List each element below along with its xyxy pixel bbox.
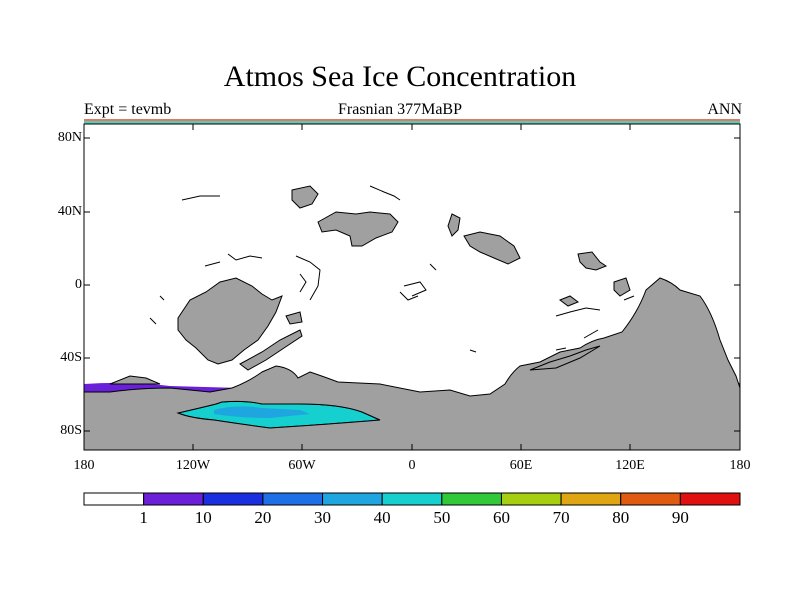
lon-label-180w: 180 xyxy=(73,458,95,473)
colorbar-label-90: 90 xyxy=(671,508,689,527)
lat-label-0: 0 xyxy=(75,277,82,292)
lat-label-40s: 40S xyxy=(60,350,82,365)
colorbar-label-40: 40 xyxy=(373,508,391,527)
top-strip-cyan xyxy=(84,121,740,124)
season-label: ANN xyxy=(707,101,742,118)
lon-label-60e: 60E xyxy=(509,458,533,473)
colorbar-swatch-2 xyxy=(202,492,264,506)
colorbar-label-10: 10 xyxy=(194,508,212,527)
map-title: Atmos Sea Ice Concentration xyxy=(223,60,577,93)
lon-ticks xyxy=(83,124,741,450)
experiment-label: Expt = tevmb xyxy=(84,101,172,118)
colorbar-swatch-1 xyxy=(143,492,204,506)
lat-ticks xyxy=(84,137,740,432)
ice-edge-contours xyxy=(149,185,635,353)
colorbar-swatch-4 xyxy=(322,492,383,506)
colorbar-label-70: 70 xyxy=(552,508,570,527)
lon-label-60w: 60W xyxy=(288,458,316,473)
colorbar-label-30: 30 xyxy=(314,508,332,527)
colorbar-swatch-5 xyxy=(381,492,443,506)
colorbar-swatch-3 xyxy=(262,492,324,506)
colorbar-label-60: 60 xyxy=(492,508,510,527)
colorbar-swatch-10 xyxy=(679,492,741,506)
colorbar-label-50: 50 xyxy=(433,508,451,527)
colorbar-swatch-6 xyxy=(441,492,502,506)
period-label: Frasnian 377MaBP xyxy=(338,101,462,118)
lon-label-120w: 120W xyxy=(175,458,211,473)
colorbar-label-1: 1 xyxy=(139,508,148,527)
colorbar-swatch-8 xyxy=(560,492,622,506)
top-strip-red xyxy=(84,119,740,122)
lat-label-80s: 80S xyxy=(60,423,82,438)
colorbar-swatch-9 xyxy=(620,492,681,506)
colorbar-label-80: 80 xyxy=(612,508,630,527)
lat-label-40n: 40N xyxy=(57,204,82,219)
colorbar-label-20: 20 xyxy=(254,508,272,527)
lon-label-0: 0 xyxy=(408,458,416,473)
land-masses xyxy=(83,185,741,451)
lon-label-120e: 120E xyxy=(615,458,645,473)
colorbar-swatch-0 xyxy=(83,492,145,506)
lat-label-80n: 80N xyxy=(57,130,82,145)
lon-label-180e: 180 xyxy=(729,458,751,473)
colorbar xyxy=(83,492,741,506)
colorbar-swatch-7 xyxy=(500,492,562,506)
